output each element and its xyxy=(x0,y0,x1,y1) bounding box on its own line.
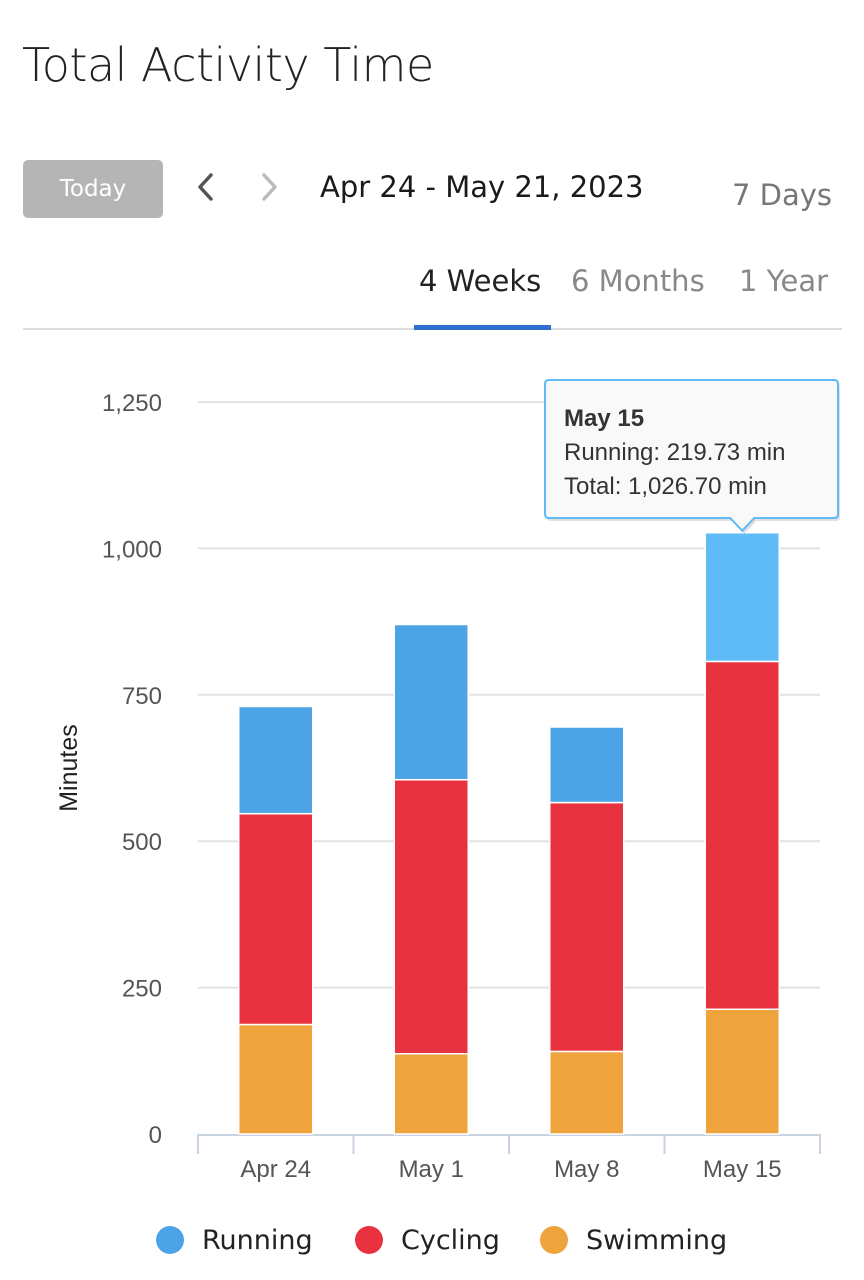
bar-running[interactable] xyxy=(704,531,780,663)
bar-cycling[interactable] xyxy=(704,660,780,1011)
x-tick-label: May 8 xyxy=(554,1156,619,1183)
range-7-days[interactable]: 7 Days xyxy=(731,178,832,212)
y-tick-label: 1,250 xyxy=(102,390,162,417)
legend-label-running: Running xyxy=(202,1224,313,1256)
legend-label-cycling: Cycling xyxy=(401,1224,500,1256)
legend-dot-running xyxy=(156,1226,184,1254)
y-tick-label: 750 xyxy=(122,683,162,710)
legend-item-running[interactable]: Running xyxy=(156,1215,313,1265)
bar-cycling[interactable] xyxy=(549,801,625,1053)
today-button[interactable]: Today xyxy=(23,160,163,218)
x-tick-label: May 1 xyxy=(399,1156,464,1183)
tooltip-box xyxy=(544,379,839,533)
tab-1-year[interactable]: 1 Year xyxy=(739,264,829,298)
tooltip-total: Total: 1,026.70 min xyxy=(564,473,767,500)
bar-cycling[interactable] xyxy=(393,778,469,1055)
legend-item-cycling[interactable]: Cycling xyxy=(355,1215,500,1265)
chart-legend: Running Cycling Swimming xyxy=(0,1215,864,1265)
bar-swimming[interactable] xyxy=(549,1050,625,1135)
y-tick-label: 500 xyxy=(122,829,162,856)
y-tick-label: 1,000 xyxy=(102,536,162,563)
bar-cycling[interactable] xyxy=(238,812,314,1026)
x-tick-label: Apr 24 xyxy=(240,1156,311,1183)
stacked-bar-chart: 0 250 500 750 1,000 1,250 Minutes Apr 24 May 1 Ma… xyxy=(55,379,840,1183)
bar-swimming[interactable] xyxy=(238,1023,314,1135)
legend-label-swimming: Swimming xyxy=(586,1224,728,1256)
bar-swimming[interactable] xyxy=(393,1053,469,1135)
y-tick-label: 0 xyxy=(149,1122,162,1149)
legend-item-swimming[interactable]: Swimming xyxy=(540,1215,727,1265)
tab-6-months[interactable]: 6 Months xyxy=(571,264,705,298)
legend-dot-swimming xyxy=(540,1226,568,1254)
legend-dot-cycling xyxy=(355,1226,383,1254)
chevron-left-icon[interactable] xyxy=(188,170,222,204)
bar-running[interactable] xyxy=(238,705,314,815)
x-tick-label: May 15 xyxy=(703,1156,782,1183)
active-tab-indicator xyxy=(414,325,551,330)
bar-swimming[interactable] xyxy=(704,1008,780,1135)
tab-4-weeks[interactable]: 4 Weeks xyxy=(419,264,542,298)
y-tick-label: 250 xyxy=(122,976,162,1003)
bar-running[interactable] xyxy=(549,726,625,804)
page-title: Total Activity Time xyxy=(22,38,434,92)
range-tabs: 4 Weeks 6 Months 1 Year xyxy=(23,250,842,330)
tooltip-title: May 15 xyxy=(564,405,644,432)
chart-tooltip: May 15 Running: 219.73 min Total: 1,026.70… xyxy=(544,379,840,534)
bar-running[interactable] xyxy=(393,623,469,781)
y-axis-label: Minutes xyxy=(55,724,83,812)
date-range-label: Apr 24 - May 21, 2023 xyxy=(320,170,644,204)
tooltip-running: Running: 219.73 min xyxy=(564,439,785,466)
chevron-right-icon[interactable] xyxy=(253,170,287,204)
